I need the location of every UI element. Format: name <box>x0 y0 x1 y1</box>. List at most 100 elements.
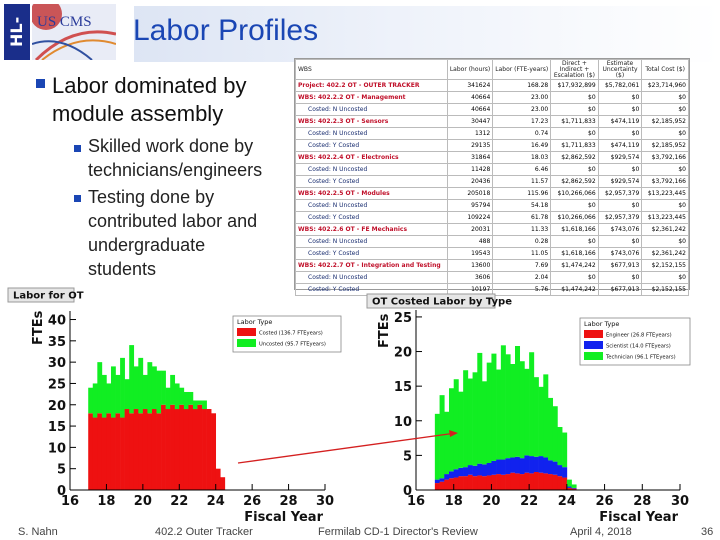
table-cell-value: 20031 <box>446 223 494 236</box>
bar-0-25 <box>202 409 207 490</box>
chart-labor-for-ot: Labor for OT FTEs 0 5 10 15 20 25 30 35 40 16 18 20 22… <box>7 287 342 525</box>
bars-group <box>434 345 577 490</box>
bar-2-4 <box>453 379 459 470</box>
bar-1-11 <box>486 463 492 476</box>
bar-2-14 <box>500 345 506 460</box>
bar-1-17 <box>515 456 521 474</box>
bar-2-16 <box>510 364 516 458</box>
y-tick-label: 5 <box>57 463 66 478</box>
bar-1-25 <box>552 461 558 475</box>
bar-1-20 <box>179 387 185 405</box>
bullet-marker <box>74 145 81 152</box>
bar-0-28 <box>215 468 221 490</box>
legend-swatch <box>584 330 603 338</box>
y-tick-label: 20 <box>48 399 66 414</box>
bar-1-8 <box>124 379 130 410</box>
table-row-costed: Costed: Y Costed 20436 11.57 $2,862,592 $929… <box>295 175 689 188</box>
legend-entry: Scientist (14.0 FTEyears) <box>606 344 671 350</box>
table-cell-value: $2,152,155 <box>641 283 689 296</box>
bar-0-10 <box>133 409 139 490</box>
bar-0-29 <box>220 477 226 490</box>
table-row-wbs: WBS: 402.2.5 OT - Modules 205018 115.96 $10… <box>295 187 689 200</box>
bar-1-2 <box>444 474 450 480</box>
labor-cost-table: WBS Labor (hours) Labor (FTE-years) Dire… <box>294 58 690 296</box>
x-tick-label: 24 <box>207 494 225 509</box>
legend-swatch <box>237 328 256 336</box>
bar-1-29 <box>571 487 577 489</box>
bar-0-13 <box>496 474 502 490</box>
table-row-wbs: WBS: 402.2.4 OT - Electronics 31864 18.03 $… <box>295 151 689 164</box>
bar-2-20 <box>529 352 535 457</box>
bar-1-15 <box>505 458 511 475</box>
bar-2-12 <box>491 353 497 461</box>
bar-0-19 <box>174 409 180 490</box>
bar-1-19 <box>174 383 180 410</box>
bar-0-11 <box>486 475 492 490</box>
y-tick-label: 25 <box>48 377 66 392</box>
y-tick-label: 0 <box>403 484 412 499</box>
table-row-costed: Costed: N Uncosted 40664 23.00 $0 $0 $0 <box>295 103 689 116</box>
y-tick-label: 10 <box>48 441 66 456</box>
bar-0-1 <box>92 417 98 490</box>
bar-0-24 <box>197 404 203 490</box>
chart-title-box <box>366 293 496 309</box>
table-row-costed: Costed: N Uncosted 95794 54.18 $0 $0 $0 <box>295 199 689 212</box>
bar-2-8 <box>472 372 478 466</box>
bar-2-15 <box>505 354 511 459</box>
bar-0-14 <box>500 474 506 490</box>
bar-0-16 <box>510 472 516 490</box>
bar-2-18 <box>519 361 525 459</box>
bar-2-19 <box>524 368 530 456</box>
us-cms-logo: US CMS <box>32 4 116 60</box>
footer-author: S. Nahn <box>18 526 58 538</box>
y-tick-label: 40 <box>48 314 66 329</box>
y-tick-label: 5 <box>403 449 412 464</box>
y-tick-label: 30 <box>48 356 66 371</box>
bar-1-1 <box>92 383 98 418</box>
table-row-costed: Costed: Y Costed 109224 61.78 $10,266,066 $2… <box>295 211 689 224</box>
bar-0-7 <box>120 417 125 490</box>
bar-0-8 <box>472 476 478 490</box>
legend-entry: Costed (136.7 FTEyears) <box>259 331 323 337</box>
chart-title: OT Costed Labor by Type <box>372 297 512 308</box>
bar-2-27 <box>562 432 568 468</box>
bar-0-18 <box>170 404 176 490</box>
table-row-wbs: WBS: 402.2.6 OT - FE Mechanics 20031 11.33… <box>295 223 689 236</box>
bullet-sub2-line4: students <box>88 259 157 279</box>
table-row-wbs: Project: 402.2 OT - OUTER TRACKER 341624 1… <box>295 79 689 92</box>
bar-1-4 <box>453 469 459 478</box>
x-tick-label: 18 <box>445 494 463 509</box>
bar-0-6 <box>115 413 121 490</box>
bar-0-3 <box>449 478 455 490</box>
bar-0-15 <box>505 474 511 490</box>
bar-2-6 <box>463 370 469 468</box>
table-row-costed: Costed: Y Costed 29135 16.49 $1,711,833 $474… <box>295 139 689 152</box>
bar-0-27 <box>211 413 217 490</box>
bar-0-4 <box>453 477 459 490</box>
bar-1-22 <box>188 391 194 405</box>
bar-2-11 <box>486 362 492 463</box>
bar-1-9 <box>477 463 483 476</box>
bar-0-11 <box>138 413 144 490</box>
bar-1-16 <box>161 370 166 405</box>
bullet-sub2-line3: undergraduate <box>88 235 206 255</box>
chart-ot-costed-labor-by-type: OT Costed Labor by Type FTEs 0 5 10 15 20 25 16 1… <box>366 293 691 525</box>
bar-0-2 <box>97 413 103 490</box>
bar-0-23 <box>543 473 549 490</box>
bar-1-14 <box>151 366 157 410</box>
bar-0-14 <box>151 409 157 490</box>
y-tick-label: 15 <box>48 420 66 435</box>
table-cell-value: $2,862,592 <box>550 151 599 164</box>
bar-0-23 <box>192 409 198 490</box>
y-tick-label: 10 <box>394 415 412 430</box>
bar-0-21 <box>533 472 539 490</box>
bar-0-24 <box>548 474 554 490</box>
y-tick-label: 15 <box>394 380 412 395</box>
footer-page-number: 36 <box>701 526 714 538</box>
bar-0-9 <box>477 475 483 490</box>
bar-2-28 <box>566 479 572 487</box>
bar-2-24 <box>548 397 554 461</box>
x-tick-label: 20 <box>134 494 152 509</box>
page-title: Labor Profiles <box>133 14 319 47</box>
